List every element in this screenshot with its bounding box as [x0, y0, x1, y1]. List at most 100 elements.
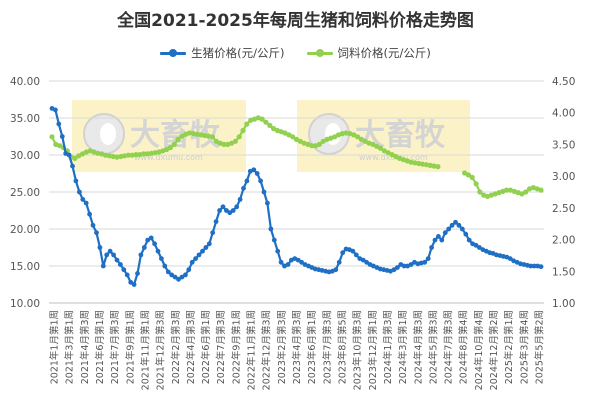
data-point-pig — [83, 200, 89, 206]
y-right-tick-label: 4.00 — [552, 108, 575, 120]
x-tick-label: 2022年2月第3周 — [170, 310, 182, 384]
data-point-feed — [538, 187, 544, 193]
data-point-pig — [128, 279, 134, 285]
data-point-pig — [429, 245, 434, 250]
data-point-feed — [320, 138, 326, 144]
data-point-pig — [66, 152, 72, 158]
data-point-feed — [206, 133, 212, 139]
data-point-pig — [203, 245, 209, 250]
data-point-pig — [234, 204, 240, 210]
data-point-pig — [224, 208, 229, 213]
data-point-feed — [95, 150, 101, 156]
x-tick-label: 2025年5月第2周 — [534, 310, 546, 384]
data-point-pig — [213, 219, 219, 225]
legend-feed-marker — [306, 48, 333, 58]
data-point-pig — [360, 257, 366, 263]
data-point-pig — [100, 263, 106, 269]
x-tick-label: 2022年4月第3周 — [185, 310, 197, 384]
x-tick-label: 2022年12月第3周 — [261, 310, 273, 390]
data-point-pig — [220, 204, 226, 210]
data-point-feed — [301, 140, 307, 146]
data-point-pig — [94, 230, 99, 236]
x-tick-label: 2021年11月第1周 — [139, 310, 151, 390]
data-point-feed — [133, 152, 139, 158]
legend: 生猪价格(元/公斤) 饲料价格(元/公斤) — [0, 45, 591, 61]
data-point-pig — [251, 167, 257, 173]
data-point-feed — [465, 172, 471, 178]
data-point-pig — [265, 200, 270, 206]
data-point-feed — [57, 143, 63, 149]
data-point-pig — [169, 272, 175, 278]
data-point-pig — [261, 189, 267, 195]
data-point-pig — [80, 197, 86, 202]
data-point-pig — [507, 256, 513, 261]
x-tick-label: 2021年7月第3周 — [109, 310, 121, 384]
data-point-feed — [175, 136, 181, 142]
data-point-pig — [186, 267, 192, 273]
x-tick-label: 2021年6月第1周 — [94, 310, 106, 384]
data-point-pig — [53, 107, 58, 113]
data-point-feed — [72, 155, 78, 161]
data-point-feed — [355, 134, 361, 140]
data-point-feed — [431, 163, 437, 169]
x-tick-label: 2023年4月第3周 — [291, 310, 303, 384]
data-point-pig — [148, 235, 154, 241]
data-point-pig — [165, 269, 171, 275]
data-point-pig — [538, 264, 544, 270]
data-point-pig — [107, 248, 113, 254]
x-tick-label: 2022年6月第1周 — [200, 310, 212, 384]
data-point-pig — [278, 259, 284, 265]
data-point-pig — [230, 208, 236, 213]
data-point-pig — [299, 259, 304, 265]
data-point-pig — [131, 282, 137, 287]
data-point-feed — [76, 153, 82, 159]
data-point-pig — [138, 252, 144, 258]
x-tick-label: 2024年7月第3周 — [443, 310, 455, 384]
x-tick-label: 2025年3月第4周 — [518, 310, 530, 384]
data-point-pig — [449, 222, 455, 228]
legend-feed-label: 饲料价格(元/公斤) — [337, 46, 431, 60]
data-point-feed — [377, 145, 384, 151]
data-point-pig — [353, 252, 359, 258]
data-point-pig — [56, 121, 62, 127]
data-point-pig — [477, 245, 482, 250]
x-tick-label: 2023年12月第1周 — [367, 310, 379, 390]
data-point-feed — [526, 186, 533, 192]
x-tick-label: 2021年3月第1周 — [64, 310, 76, 384]
y-left-tick-label: 25.00 — [10, 187, 40, 199]
data-point-pig — [463, 231, 469, 237]
data-point-feed — [412, 160, 418, 166]
data-point-pig — [241, 185, 246, 191]
data-point-feed — [141, 151, 147, 157]
data-point-pig — [439, 237, 445, 243]
data-point-pig — [189, 259, 195, 265]
data-point-pig — [77, 189, 82, 195]
data-point-pig — [268, 226, 274, 232]
x-tick-label: 2024年10月第4周 — [473, 310, 485, 390]
data-point-pig — [333, 267, 339, 273]
data-point-feed — [469, 174, 475, 180]
data-point-pig — [114, 257, 120, 263]
legend-item-pig[interactable]: 生猪价格(元/公斤) — [160, 45, 285, 61]
data-point-pig — [97, 245, 103, 250]
data-point-feed — [167, 145, 173, 151]
data-point-pig — [155, 248, 161, 254]
data-point-pig — [391, 267, 397, 273]
data-point-feed — [221, 141, 227, 147]
data-point-pig — [254, 171, 260, 176]
y-right-tick-label: 1.00 — [552, 298, 575, 310]
data-point-pig — [183, 272, 188, 278]
data-point-feed — [290, 134, 296, 140]
data-point-pig — [159, 256, 164, 261]
data-point-pig — [227, 210, 233, 216]
x-tick-label: 2023年8月第5周 — [336, 310, 348, 384]
data-point-pig — [196, 252, 202, 258]
legend-item-feed[interactable]: 饲料价格(元/公斤) — [306, 45, 431, 61]
data-point-pig — [152, 241, 158, 247]
data-point-pig — [446, 226, 452, 232]
y-left-tick-label: 15.00 — [10, 261, 40, 273]
data-point-feed — [186, 130, 193, 136]
data-point-feed — [358, 136, 364, 142]
x-tick-label: 2021年1月第1周 — [49, 310, 61, 384]
